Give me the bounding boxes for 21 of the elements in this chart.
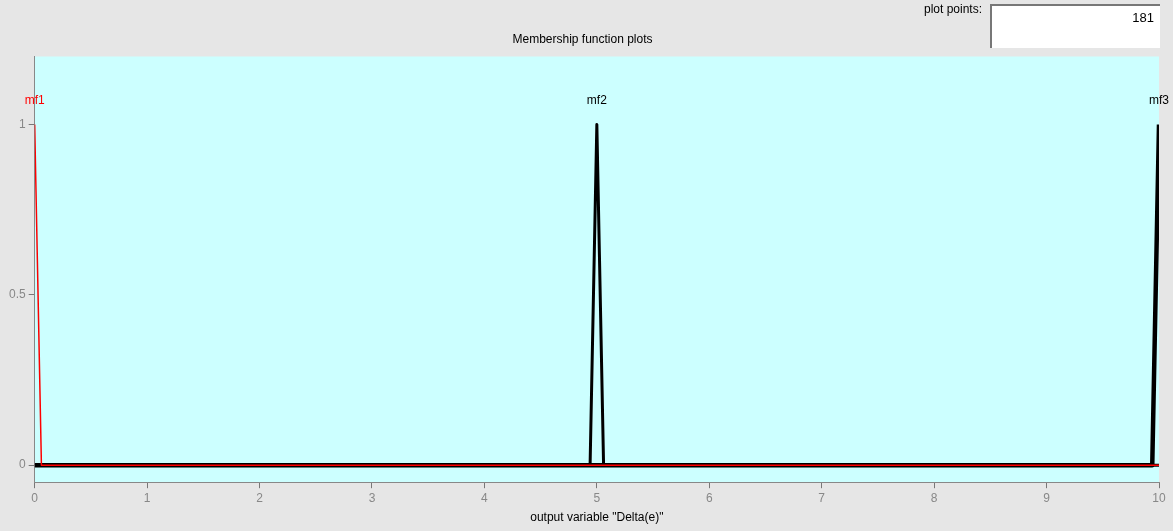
- x-tick-label: 9: [1043, 490, 1051, 505]
- x-tick-label: 6: [705, 490, 713, 505]
- x-tick-label: 8: [930, 490, 938, 505]
- chart-title: Membership function plots: [512, 31, 653, 46]
- x-tick-label: 7: [818, 490, 826, 505]
- x-tick-label: 4: [481, 490, 489, 505]
- series-label: mf1: [24, 92, 45, 107]
- x-tick-label: 1: [143, 490, 151, 505]
- x-tick-label: 5: [593, 490, 601, 505]
- x-axis-title: output variable "Delta(e)": [530, 510, 664, 525]
- x-tick-label: 2: [256, 490, 264, 505]
- text: 181: [990, 4, 1160, 48]
- y-tick-label: 0.5: [8, 287, 26, 302]
- x-tick-label: 0: [31, 490, 39, 505]
- y-tick-label: 1: [18, 116, 26, 131]
- series-label: mf3: [1148, 92, 1170, 107]
- x-tick-label: 3: [368, 490, 376, 505]
- x-tick-label: 10: [1152, 490, 1166, 505]
- text: plot points:: [922, 2, 982, 16]
- y-tick-label: 0: [18, 457, 26, 472]
- series-label: mf2: [586, 92, 608, 107]
